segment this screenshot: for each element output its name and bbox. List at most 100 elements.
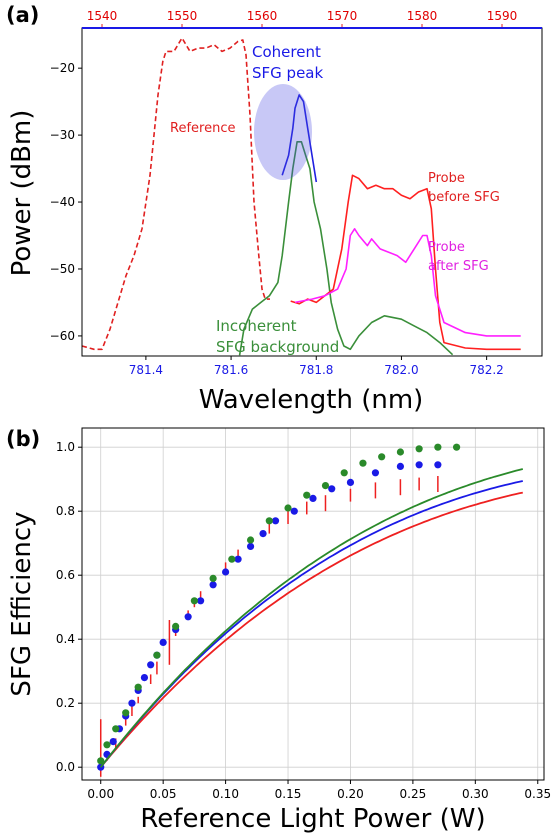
x-tick-label: 0.20 — [337, 787, 364, 801]
annotation-probe-after-2: after SFG — [428, 259, 489, 274]
annotation-probe-after-1: Probe — [428, 240, 465, 255]
x-tick-label: 782.0 — [384, 363, 418, 377]
x-tick-label: 0.35 — [524, 787, 551, 801]
data-point — [134, 683, 142, 691]
annotation-coherent-1: Coherent — [252, 43, 321, 61]
fit-curve — [100, 491, 523, 768]
fit-curve — [99, 468, 524, 768]
data-point — [396, 462, 405, 470]
x-tick-label: 0.00 — [87, 787, 114, 801]
data-point — [434, 443, 442, 451]
data-point — [284, 504, 292, 512]
top-tick-label: 1580 — [407, 9, 438, 23]
panel-a: (a) 1540 1550 1560 1570 1580 1590 781.4 781.6 7… — [6, 3, 543, 415]
data-point — [328, 485, 336, 493]
data-point — [378, 453, 386, 461]
y-tick-label: −30 — [50, 128, 75, 142]
annotation-probe-before-1: Probe — [428, 171, 465, 186]
coherent-peak-highlight — [254, 84, 312, 180]
data-point — [371, 469, 380, 477]
top-tick-label: 1550 — [167, 9, 198, 23]
grid-lines — [82, 428, 544, 780]
x-axis-label-a: Wavelength (nm) — [199, 385, 424, 415]
data-point — [265, 517, 273, 525]
x-axis-label-b: Reference Light Power (W) — [140, 804, 485, 834]
data-point — [190, 597, 198, 605]
spectra-series — [81, 37, 521, 356]
data-point — [122, 709, 130, 717]
data-point — [209, 574, 217, 583]
top-axis-ticks: 1540 1550 1560 1570 1580 1590 — [87, 9, 518, 28]
data-point — [396, 448, 405, 456]
data-point — [147, 661, 155, 669]
data-point — [303, 491, 311, 499]
data-point — [221, 568, 230, 576]
y-tick-label: −20 — [50, 61, 75, 75]
y-axis-label-a: Power (dBm) — [7, 110, 37, 277]
data-point — [172, 622, 180, 631]
data-point — [359, 459, 367, 467]
panel-b: (b) 0.00 0.05 0.10 0.15 0.20 0.25 0.30 0.35 0.0… — [6, 427, 551, 834]
data-point — [340, 469, 348, 477]
top-tick-label: 1540 — [87, 9, 118, 23]
y-axis-label-b: SFG Efficiency — [7, 511, 37, 696]
x-tick-label: 0.05 — [150, 787, 177, 801]
data-point — [153, 651, 161, 659]
y-tick-label: −50 — [50, 262, 75, 276]
data-point — [415, 461, 423, 469]
top-tick-label: 1570 — [327, 9, 358, 23]
data-point — [346, 478, 355, 486]
x-tick-label: 781.6 — [214, 363, 248, 377]
x-tick-label: 0.30 — [462, 787, 489, 801]
data-point — [209, 581, 217, 589]
data-point — [97, 757, 105, 765]
spectrum-line — [281, 94, 318, 183]
spectrum-line — [238, 141, 454, 356]
data-point — [109, 738, 117, 746]
data-point — [434, 461, 442, 469]
panel-b-label: (b) — [6, 427, 40, 451]
data-point — [159, 638, 167, 647]
annotation-incoherent-2: SFG background — [216, 338, 339, 356]
top-tick-label: 1590 — [487, 9, 518, 23]
y-tick-label: 0.6 — [56, 568, 75, 582]
data-point — [112, 725, 120, 733]
x-tick-label: 0.10 — [212, 787, 239, 801]
data-point — [184, 613, 192, 621]
data-point — [103, 741, 111, 749]
y-tick-label: −60 — [50, 329, 75, 343]
y-tick-label: 0.0 — [56, 760, 75, 774]
y-tick-label: 1.0 — [56, 440, 75, 454]
annotation-reference: Reference — [170, 121, 235, 136]
data-point — [228, 555, 236, 563]
annotation-probe-before-2: before SFG — [428, 190, 500, 205]
y-axis-ticks-b: 0.0 0.2 0.4 0.6 0.8 1.0 — [56, 440, 82, 774]
spectrum-line — [81, 37, 270, 351]
data-point — [290, 507, 298, 515]
panel-a-label: (a) — [6, 3, 39, 27]
y-tick-label: 0.4 — [56, 632, 75, 646]
data-point — [128, 699, 136, 707]
data-point — [271, 517, 280, 525]
spectrum-line — [294, 228, 521, 337]
data-point — [321, 482, 330, 490]
top-tick-label: 1560 — [247, 9, 278, 23]
data-point — [259, 530, 267, 538]
x-tick-label: 781.4 — [129, 363, 163, 377]
data-point — [415, 445, 423, 453]
efficiency-series — [97, 443, 524, 777]
data-point — [246, 542, 255, 551]
data-point — [140, 674, 149, 682]
y-tick-label: −40 — [50, 195, 75, 209]
y-tick-label: 0.2 — [56, 696, 75, 710]
x-tick-label: 781.8 — [299, 363, 333, 377]
x-tick-label: 0.25 — [400, 787, 427, 801]
data-point — [234, 555, 242, 563]
data-point — [197, 597, 205, 605]
data-point — [246, 536, 255, 544]
fit-curve — [99, 480, 524, 768]
x-tick-label: 782.2 — [469, 363, 503, 377]
annotation-coherent-2: SFG peak — [252, 64, 323, 82]
annotation-incoherent-1: Incoherent — [216, 317, 297, 335]
